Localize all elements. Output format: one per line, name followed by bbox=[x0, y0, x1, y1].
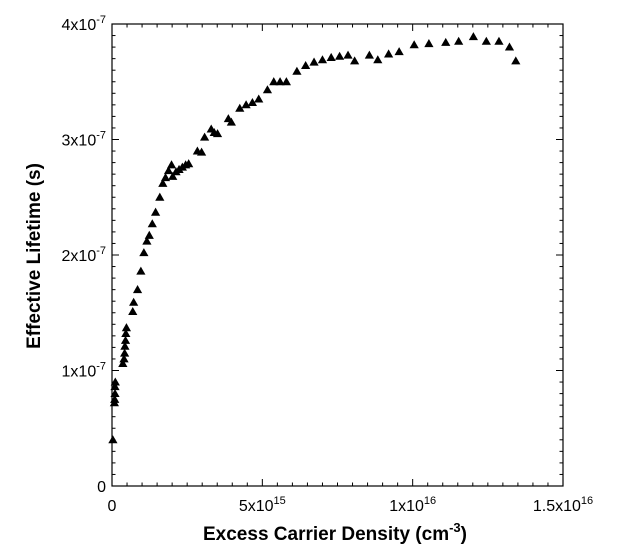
data-point-triangle bbox=[494, 36, 504, 45]
data-point-triangle bbox=[468, 32, 479, 41]
data-point-triangle bbox=[121, 323, 132, 332]
data-point-triangle bbox=[350, 56, 360, 65]
y-tick-label: 4x10-7 bbox=[62, 14, 106, 34]
x-tick-label-base: 1.5x10 bbox=[533, 498, 581, 515]
data-point-triangle bbox=[184, 159, 194, 168]
y-tick-label-base: 1x10 bbox=[62, 364, 97, 381]
data-point-triangle bbox=[118, 358, 128, 368]
data-point-triangle bbox=[128, 306, 138, 316]
x-tick-label-base: 5x10 bbox=[239, 498, 274, 515]
data-point-triangle bbox=[110, 382, 120, 391]
data-point-triangle bbox=[212, 129, 223, 138]
data-point-triangle bbox=[275, 77, 285, 86]
data-point-triangle bbox=[309, 57, 319, 66]
x-tick-label-base: 0 bbox=[108, 498, 117, 515]
data-point-triangle bbox=[121, 328, 131, 337]
y-tick-label-exponent: -7 bbox=[96, 245, 106, 257]
data-point-triangle bbox=[504, 42, 515, 51]
y-tick-label-exponent: -7 bbox=[96, 361, 106, 373]
data-point-triangle bbox=[110, 377, 120, 386]
data-point-triangle bbox=[241, 100, 251, 109]
data-point-triangle bbox=[269, 77, 279, 86]
y-tick-label-exponent: -7 bbox=[96, 14, 106, 26]
data-point-triangle bbox=[196, 147, 207, 156]
data-point-triangle bbox=[281, 77, 291, 86]
data-point-triangle bbox=[301, 60, 311, 70]
data-point-triangle bbox=[108, 435, 118, 444]
data-point-triangle bbox=[139, 248, 149, 257]
data-point-triangle bbox=[481, 36, 491, 45]
x-tick-label: 5x1015 bbox=[239, 495, 286, 515]
data-point-triangle bbox=[343, 50, 353, 59]
data-point-triangle bbox=[364, 50, 374, 59]
data-point-triangle bbox=[200, 132, 210, 141]
x-axis-title-superscript: -3 bbox=[449, 520, 461, 535]
data-point-triangle bbox=[120, 348, 130, 357]
data-point-triangle bbox=[424, 39, 434, 48]
x-axis-title-end: ) bbox=[461, 524, 467, 545]
data-point-triangle bbox=[441, 37, 451, 46]
data-point-triangle bbox=[262, 85, 273, 94]
x-tick-label-exponent: 16 bbox=[581, 495, 593, 507]
y-axis-title: Effective Lifetime (s) bbox=[24, 163, 45, 349]
x-tick-label: 1x1016 bbox=[389, 495, 436, 515]
data-point-triangle bbox=[292, 66, 302, 75]
data-point-triangle bbox=[155, 192, 165, 201]
data-point-triangle bbox=[110, 389, 120, 398]
data-point-triangle bbox=[160, 173, 171, 182]
axis-tick-labels: 0 5x1015 1x1016 1.5x101601x10-72x10-73x10-7… bbox=[62, 14, 594, 515]
data-point-triangle bbox=[168, 171, 178, 180]
data-point-triangle bbox=[247, 97, 258, 106]
data-point-triangle bbox=[511, 56, 521, 65]
y-tick-label-base: 3x10 bbox=[62, 133, 97, 150]
data-point-triangle bbox=[454, 36, 464, 45]
y-tick-label-base: 0 bbox=[97, 479, 106, 496]
x-tick-label-base: 1x10 bbox=[389, 498, 424, 515]
y-tick-label: 0 bbox=[97, 479, 106, 496]
x-tick-label-exponent: 16 bbox=[424, 495, 436, 507]
y-tick-label-base: 2x10 bbox=[62, 248, 97, 265]
x-tick-label: 1.5x1016 bbox=[533, 495, 593, 515]
data-point-triangle bbox=[394, 47, 404, 56]
data-point-triangle bbox=[132, 285, 143, 294]
x-tick-label: 0 bbox=[108, 498, 117, 515]
plot-frame bbox=[111, 23, 564, 487]
data-point-triangle bbox=[147, 219, 157, 228]
y-tick-label: 3x10-7 bbox=[62, 130, 106, 150]
data-point-triangle bbox=[254, 94, 264, 103]
data-point-triangle bbox=[326, 52, 336, 61]
data-point-triangle bbox=[317, 55, 328, 64]
data-point-triangle bbox=[158, 178, 168, 187]
data-point-triangle bbox=[226, 117, 236, 126]
data-point-triangle bbox=[144, 230, 154, 239]
y-tick-label-exponent: -7 bbox=[96, 130, 106, 142]
x-axis-title-main: Excess Carrier Density (cm bbox=[203, 524, 449, 545]
y-tick-label: 2x10-7 bbox=[62, 245, 106, 265]
data-point-triangle bbox=[150, 207, 161, 216]
data-point-triangle bbox=[120, 335, 131, 344]
y-tick-label-base: 4x10 bbox=[62, 17, 97, 34]
data-point-triangle bbox=[163, 166, 174, 175]
y-tick-label: 1x10-7 bbox=[62, 361, 106, 381]
data-points bbox=[108, 32, 521, 444]
x-tick-label-exponent: 15 bbox=[274, 495, 286, 507]
data-point-triangle bbox=[373, 55, 383, 64]
data-point-triangle bbox=[136, 266, 146, 275]
x-axis-title: Excess Carrier Density (cm-3) bbox=[203, 520, 467, 545]
axis-ticks bbox=[111, 23, 564, 487]
data-point-triangle bbox=[142, 236, 152, 245]
data-point-triangle bbox=[335, 51, 345, 60]
data-point-triangle bbox=[235, 103, 245, 112]
data-point-triangle bbox=[384, 49, 394, 58]
data-point-triangle bbox=[120, 341, 130, 350]
data-point-triangle bbox=[129, 297, 139, 306]
data-point-triangle bbox=[409, 40, 419, 49]
data-point-triangle bbox=[166, 160, 177, 169]
data-point-triangle bbox=[119, 354, 129, 363]
